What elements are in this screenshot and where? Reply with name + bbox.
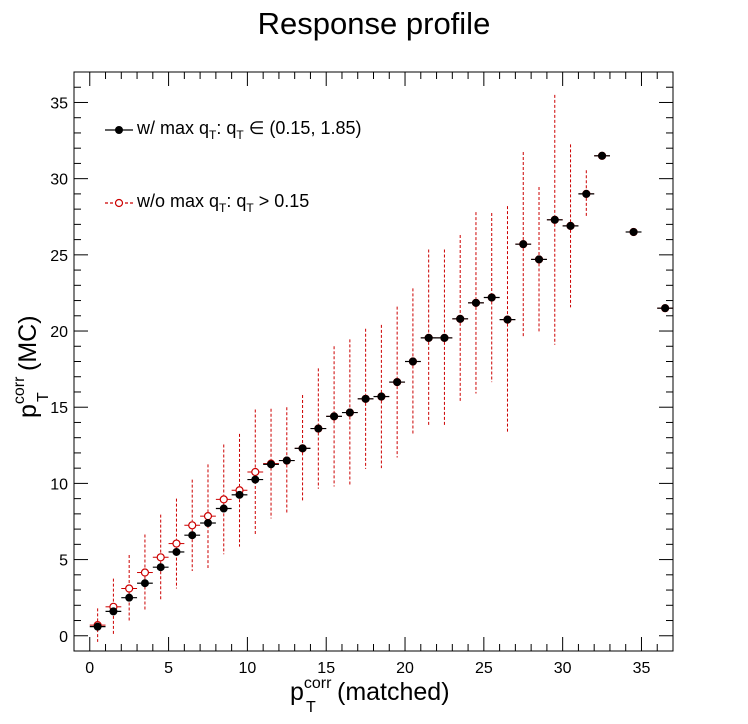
x-axis-title: pcorr T (matched) — [290, 675, 450, 716]
series1-point — [282, 456, 291, 465]
series1-point — [345, 408, 354, 417]
series2-point — [172, 539, 181, 548]
series2-point — [156, 553, 165, 562]
series1-point — [361, 394, 370, 403]
series1-point — [440, 333, 449, 342]
series1-point — [314, 424, 323, 433]
y-tick-label: 10 — [50, 476, 68, 493]
series1-point — [661, 304, 670, 313]
series1-point — [235, 490, 244, 499]
x-tick-label: 10 — [238, 660, 256, 677]
series1-point — [377, 392, 386, 401]
data-series — [89, 94, 673, 642]
axis-ticks — [73, 71, 674, 652]
y-tick-label: 15 — [50, 400, 68, 417]
y-tick-label: 30 — [50, 172, 68, 189]
series2-point — [125, 584, 134, 593]
series1-point — [156, 563, 165, 572]
series1-point — [519, 240, 528, 249]
x-axis-title-base: p — [290, 678, 304, 706]
series2-point — [219, 495, 228, 504]
x-tick-label: 0 — [85, 660, 94, 677]
legend: w/ max qT: qT ∈ (0.15, 1.85) w/o max qT:… — [105, 118, 361, 215]
series1-point — [408, 357, 417, 366]
x-tick-label: 35 — [633, 660, 651, 677]
x-tick-label: 15 — [317, 660, 335, 677]
series1-point — [535, 255, 544, 264]
series2-point — [140, 568, 150, 577]
series1-point — [140, 579, 149, 588]
x-tick-label: 5 — [164, 660, 173, 677]
x-tick-label: 20 — [396, 660, 414, 677]
series1-point — [503, 315, 512, 324]
x-axis-title-sub: T — [306, 699, 316, 716]
series1-point — [487, 293, 496, 302]
series1-point — [172, 547, 181, 556]
legend-label-series-2: w/o max qT: qT > 0.15 — [136, 191, 309, 215]
series1-point — [550, 215, 559, 224]
series1-point — [125, 593, 134, 602]
series1-point — [471, 298, 480, 307]
y-tick-label: 0 — [59, 629, 68, 646]
series1-point — [424, 333, 433, 342]
y-tick-label: 20 — [50, 324, 68, 341]
axis-tick-labels: 0 5 10 15 20 25 30 35 0 5 10 15 20 25 30 35 — [50, 95, 650, 677]
y-tick-label: 5 — [59, 553, 68, 570]
series2-point — [203, 512, 213, 521]
series1-point — [393, 378, 402, 387]
y-tick-label: 25 — [50, 248, 68, 265]
series1-point — [219, 504, 228, 513]
series1-point — [566, 221, 575, 230]
series1-point — [582, 189, 591, 198]
y-axis-title: pcorr T (MC) — [11, 315, 52, 418]
series1-point — [93, 622, 102, 631]
x-tick-label: 30 — [554, 660, 572, 677]
legend-marker-series-2 — [114, 198, 124, 208]
y-axis-title-group: pcorr T (MC) — [11, 315, 52, 418]
chart-title: Response profile — [258, 6, 491, 41]
series1-point — [188, 531, 197, 540]
x-tick-label: 25 — [475, 660, 493, 677]
y-axis-title-base: p — [14, 404, 42, 418]
x-axis-title-tail: (matched) — [337, 678, 450, 706]
x-axis-title-sup: corr — [304, 675, 332, 692]
series1-point — [330, 412, 339, 421]
series1-point — [629, 227, 638, 236]
series1-point — [109, 607, 118, 616]
y-tick-label: 35 — [50, 95, 68, 112]
series1-point — [456, 314, 465, 323]
series2-point — [251, 467, 260, 477]
series2-point — [188, 521, 197, 530]
legend-label-series-1: w/ max qT: qT ∈ (0.15, 1.85) — [136, 118, 361, 142]
y-axis-title-tail: (MC) — [14, 315, 42, 371]
series1-point — [298, 444, 307, 453]
legend-marker-series-1 — [115, 126, 123, 134]
series1-point — [203, 519, 212, 528]
y-axis-title-sub: T — [35, 392, 52, 402]
y-axis-title-sup: corr — [11, 376, 28, 404]
series1-point — [251, 475, 260, 484]
series1-point — [598, 151, 607, 160]
series1-point — [267, 460, 276, 469]
